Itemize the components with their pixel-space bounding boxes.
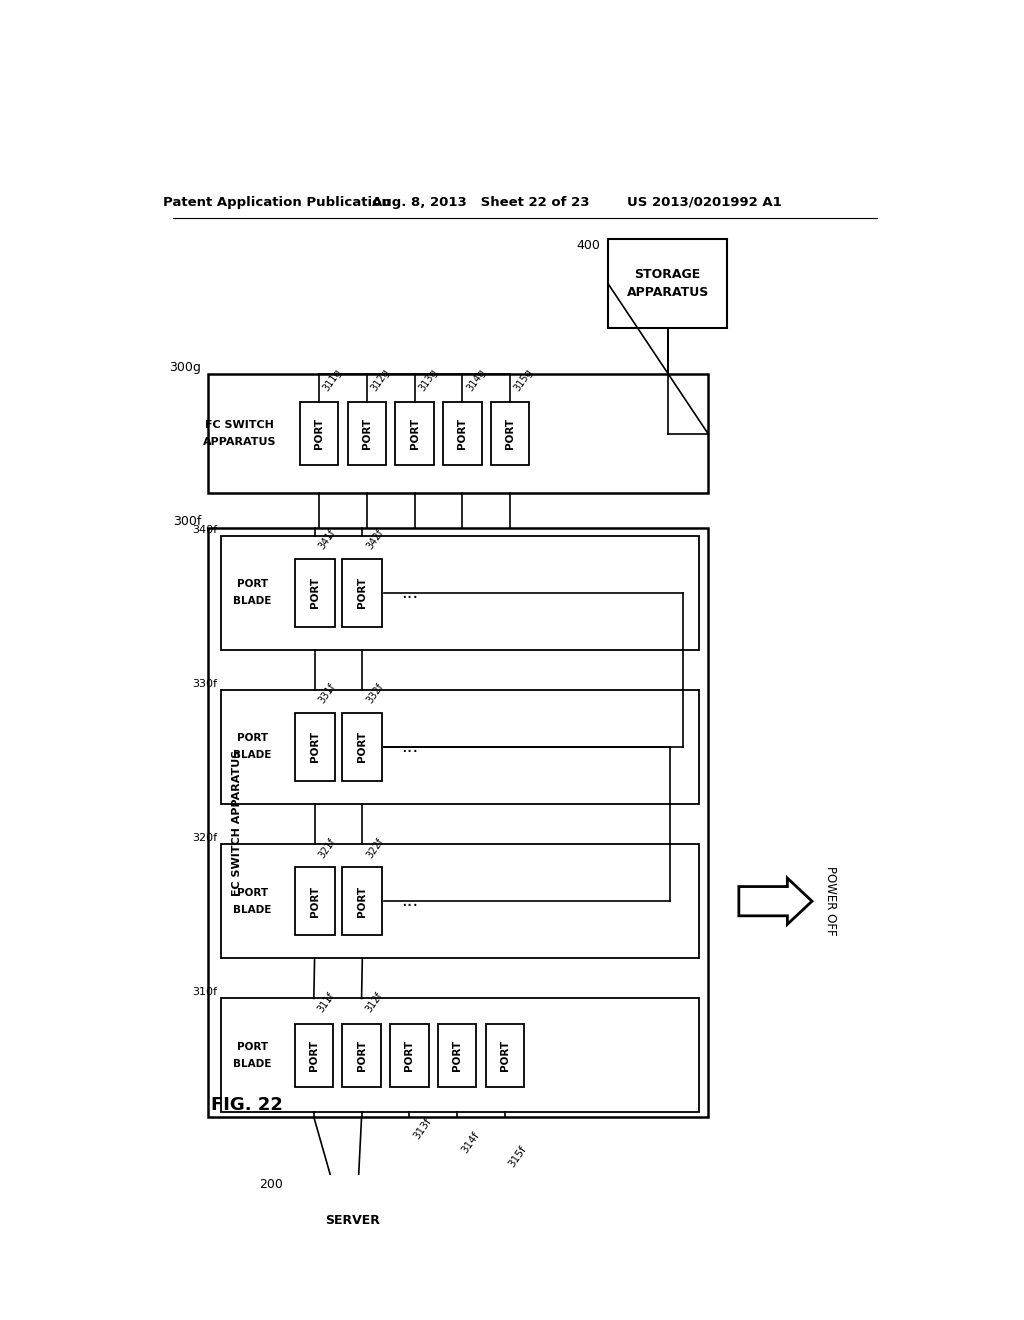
Text: 322f: 322f [365,836,385,859]
Text: 311g: 311g [322,367,344,393]
Text: 310f: 310f [193,987,217,998]
Text: 314g: 314g [465,367,487,393]
Text: BLADE: BLADE [233,904,271,915]
Text: PORT: PORT [500,1040,510,1071]
Bar [221,536,698,649]
Text: US 2013/0201992 A1: US 2013/0201992 A1 [627,195,781,209]
Text: 340f: 340f [193,524,217,535]
Text: Patent Application Publication: Patent Application Publication [163,195,391,209]
Text: FC SWITCH: FC SWITCH [206,420,274,430]
Text: 315f: 315f [507,1143,528,1170]
Text: STORAGE: STORAGE [635,268,700,281]
Text: FC SWITCH APPARATUS: FC SWITCH APPARATUS [231,750,242,896]
Text: BLADE: BLADE [233,1059,271,1069]
Text: PORT: PORT [458,418,467,449]
Text: PORT: PORT [309,886,319,917]
Bar [608,239,727,327]
Bar [443,403,481,465]
Text: PORT: PORT [237,888,268,898]
Text: PORT: PORT [361,418,372,449]
Text: PORT: PORT [237,579,268,589]
Text: 300g: 300g [170,362,202,375]
Text: 313f: 313f [412,1115,433,1142]
Bar [342,558,382,627]
Text: PORT: PORT [357,731,368,763]
Bar [221,998,698,1113]
Bar [438,1024,476,1088]
Text: 320f: 320f [193,833,217,843]
Text: 313g: 313g [417,367,439,393]
Text: 312g: 312g [370,367,391,393]
Text: 300f: 300f [173,515,202,528]
Text: PORT: PORT [404,1040,415,1071]
Text: PORT: PORT [314,418,325,449]
Text: PORT: PORT [452,1040,462,1071]
Text: 342f: 342f [365,528,385,552]
Bar [485,1024,524,1088]
FancyArrow shape [739,878,812,924]
Text: ...: ... [401,892,419,911]
Bar [295,867,335,935]
Text: ...: ... [401,583,419,602]
Text: 312f: 312f [364,990,385,1014]
Bar [390,1024,429,1088]
Text: PORT: PORT [357,886,368,917]
Bar [348,403,386,465]
Text: BLADE: BLADE [233,750,271,760]
Text: PORT: PORT [357,577,368,609]
Text: 311f: 311f [316,990,337,1014]
Text: POWER OFF: POWER OFF [823,866,837,936]
Text: APPARATUS: APPARATUS [627,286,709,300]
Text: PORT: PORT [309,577,319,609]
Text: Aug. 8, 2013   Sheet 22 of 23: Aug. 8, 2013 Sheet 22 of 23 [372,195,590,209]
Bar [221,845,698,958]
Text: 331f: 331f [316,682,338,706]
Bar [300,403,339,465]
Bar [208,374,708,494]
Bar [221,690,698,804]
Bar [395,403,434,465]
Text: 315g: 315g [512,367,535,393]
Bar [295,1024,333,1088]
Text: 321f: 321f [316,837,338,859]
Text: FIG. 22: FIG. 22 [211,1097,284,1114]
Text: BLADE: BLADE [233,597,271,606]
Bar [342,713,382,781]
Text: PORT: PORT [309,731,319,763]
Text: 330f: 330f [193,678,217,689]
Bar [295,558,335,627]
Text: PORT: PORT [410,418,420,449]
Text: PORT: PORT [356,1040,367,1071]
Text: SERVER: SERVER [325,1214,380,1228]
Text: 341f: 341f [316,528,338,552]
Bar [490,403,529,465]
Text: 314f: 314f [460,1130,481,1155]
Bar [295,713,335,781]
Text: PORT: PORT [237,1041,268,1052]
Bar [291,1179,414,1263]
Text: 400: 400 [577,239,600,252]
Text: PORT: PORT [237,734,268,743]
Text: PORT: PORT [309,1040,318,1071]
Bar [342,867,382,935]
Text: APPARATUS: APPARATUS [203,437,276,447]
Bar [342,1024,381,1088]
Text: ...: ... [401,738,419,756]
Text: PORT: PORT [505,418,515,449]
Bar [208,528,708,1117]
Text: 200: 200 [259,1179,283,1192]
Text: 332f: 332f [365,682,385,706]
